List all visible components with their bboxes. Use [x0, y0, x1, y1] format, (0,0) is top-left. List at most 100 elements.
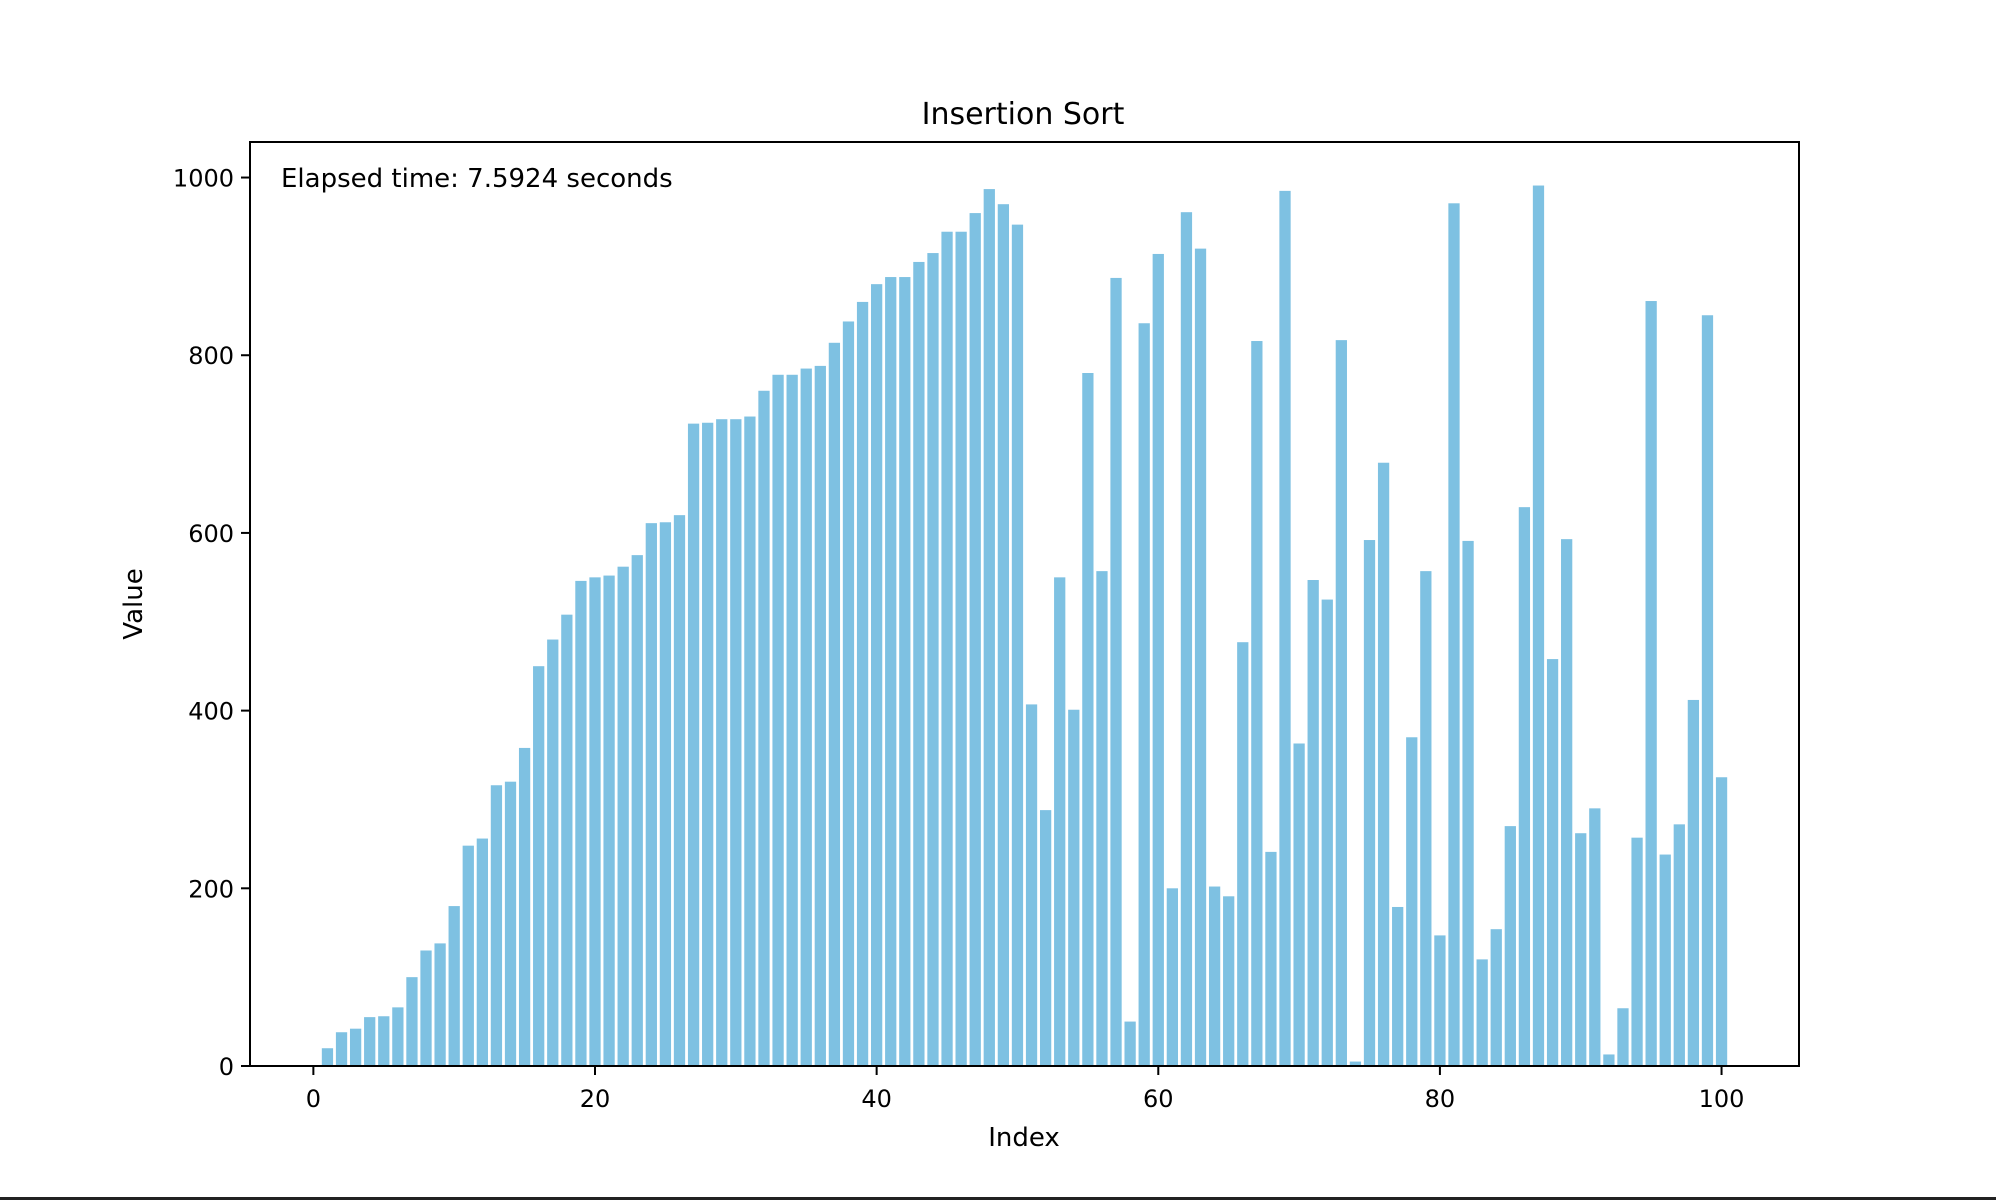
bar — [1152, 253, 1164, 1066]
y-tick-label: 400 — [188, 698, 234, 726]
bar — [659, 522, 672, 1066]
bar — [406, 977, 418, 1066]
bar — [1589, 808, 1601, 1066]
bar — [673, 515, 686, 1066]
bar — [1321, 599, 1333, 1066]
x-tick-label: 80 — [1425, 1085, 1456, 1113]
bar — [1237, 642, 1249, 1066]
bar — [702, 422, 714, 1066]
bar — [1715, 777, 1728, 1066]
bar — [1349, 1061, 1362, 1066]
y-axis-ticks: 0 200 400 600 800 1000 — [173, 165, 250, 1081]
bar — [744, 416, 756, 1066]
bar — [1392, 906, 1404, 1066]
x-axis-ticks: 0 20 40 60 80 100 — [306, 1066, 1744, 1113]
x-tick-label: 40 — [861, 1085, 892, 1113]
bar — [913, 261, 925, 1066]
x-tick-label: 0 — [306, 1085, 321, 1113]
bar — [1406, 737, 1418, 1066]
bar — [1166, 888, 1178, 1066]
bar — [997, 204, 1010, 1066]
bar — [871, 284, 883, 1066]
bar — [1124, 1021, 1136, 1066]
bar — [1617, 1008, 1629, 1066]
bar — [1504, 826, 1516, 1066]
bar — [349, 1028, 362, 1066]
bar — [392, 1007, 404, 1066]
bar — [955, 231, 967, 1067]
bar — [969, 213, 981, 1066]
x-axis-label: Index — [988, 1123, 1060, 1153]
bar — [1518, 507, 1531, 1066]
bar — [575, 580, 587, 1066]
y-tick-label: 1000 — [173, 165, 234, 193]
bar — [1223, 896, 1235, 1066]
bar — [589, 577, 601, 1066]
bar — [378, 1016, 390, 1066]
bar — [1603, 1054, 1615, 1066]
bar — [1363, 540, 1376, 1066]
bar — [1631, 837, 1643, 1066]
bar — [603, 575, 615, 1066]
bar — [518, 747, 531, 1066]
bar — [364, 1017, 376, 1066]
bar — [1476, 959, 1488, 1066]
bar — [490, 785, 503, 1066]
bar — [1194, 248, 1207, 1066]
y-tick-label: 600 — [188, 520, 234, 548]
x-tick-label: 20 — [580, 1085, 611, 1113]
bar — [462, 845, 474, 1066]
window-bottom-border — [0, 1197, 1996, 1200]
bar — [983, 189, 995, 1067]
bar — [1208, 886, 1221, 1066]
bar — [533, 666, 545, 1066]
bar — [1377, 462, 1390, 1067]
bar — [1082, 373, 1094, 1066]
y-tick-label: 0 — [219, 1053, 234, 1081]
bar — [1025, 704, 1038, 1066]
bar — [1561, 539, 1573, 1066]
bar — [1110, 277, 1122, 1066]
bar — [645, 523, 657, 1066]
y-tick-label: 200 — [188, 875, 234, 903]
bar — [758, 390, 770, 1066]
bar — [1546, 659, 1559, 1066]
y-tick-label: 800 — [188, 342, 234, 370]
bar — [1039, 810, 1052, 1066]
y-axis-label: Value — [119, 568, 149, 639]
bar — [828, 342, 841, 1066]
bar — [1251, 341, 1263, 1066]
bar — [1490, 929, 1502, 1066]
bar — [687, 423, 700, 1066]
bar — [547, 639, 559, 1066]
bar — [786, 374, 798, 1066]
bar — [1448, 203, 1460, 1067]
bar — [1335, 340, 1347, 1066]
bar — [772, 374, 784, 1066]
bar — [1096, 571, 1108, 1066]
elapsed-time-annotation: Elapsed time: 7.5924 seconds — [281, 164, 673, 194]
bar — [1054, 577, 1066, 1066]
bar — [434, 943, 446, 1066]
bars — [321, 185, 1728, 1067]
bar — [335, 1032, 348, 1066]
bar — [321, 1048, 334, 1066]
bar — [1532, 185, 1545, 1066]
bar — [1687, 699, 1700, 1066]
bar — [504, 781, 517, 1066]
bar — [842, 321, 855, 1067]
x-tick-label: 60 — [1143, 1085, 1174, 1113]
bar — [1180, 212, 1193, 1066]
bar — [941, 231, 953, 1067]
bar — [561, 614, 573, 1066]
bar — [800, 368, 812, 1066]
bar — [420, 950, 432, 1066]
bar — [1293, 743, 1305, 1066]
bar — [448, 906, 460, 1066]
bar — [856, 301, 869, 1066]
bar — [885, 277, 897, 1066]
bar — [1645, 301, 1657, 1066]
bar — [1462, 540, 1474, 1066]
bar — [1659, 854, 1671, 1066]
